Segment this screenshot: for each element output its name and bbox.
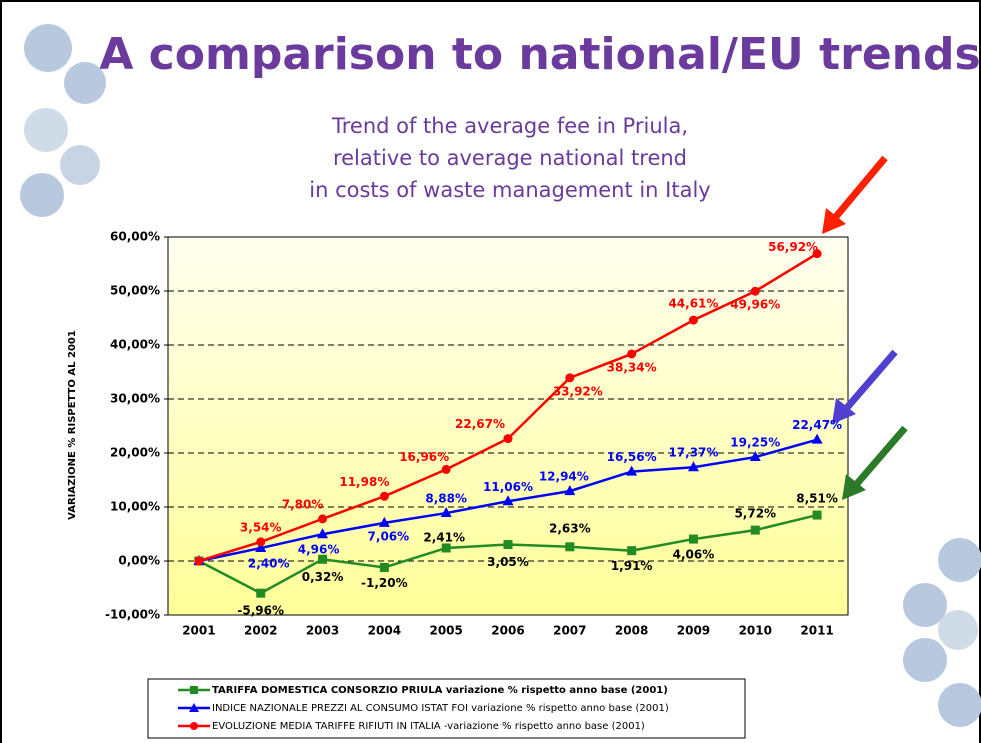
value-label: -1,20% [361, 576, 408, 590]
marker [194, 556, 204, 566]
value-label: -5,96% [237, 604, 284, 618]
value-label: 2,40% [248, 557, 290, 571]
marker [378, 516, 390, 527]
y-tick-label: 50,00% [110, 284, 160, 298]
marker [441, 543, 451, 553]
x-tick-label: 2007 [553, 624, 586, 638]
x-tick-label: 2011 [800, 624, 833, 638]
marker [379, 491, 389, 501]
marker [687, 461, 699, 472]
marker [688, 534, 698, 544]
x-tick-label: 2009 [677, 624, 710, 638]
marker [750, 286, 760, 296]
value-label: 11,06% [483, 480, 533, 494]
marker [749, 451, 761, 462]
marker [318, 514, 328, 524]
marker [627, 349, 637, 359]
decor-circles [20, 24, 981, 727]
value-label: 0,32% [302, 570, 344, 584]
legend-marker [190, 686, 198, 694]
x-tick-label: 2001 [182, 624, 215, 638]
value-label: 2,63% [549, 521, 591, 535]
legend-label: EVOLUZIONE MEDIA TARIFFE RIFIUTI IN ITAL… [212, 721, 645, 732]
value-label: 16,56% [607, 450, 657, 464]
x-tick-label: 2008 [615, 624, 648, 638]
x-tick-label: 2004 [368, 624, 401, 638]
y-tick-label: 0,00% [118, 554, 160, 568]
marker [256, 537, 266, 547]
title: A comparison to national/EU trends [99, 29, 980, 80]
y-tick-label: 20,00% [110, 446, 160, 460]
marker [441, 464, 451, 474]
legend-marker [189, 703, 199, 712]
value-label: 22,67% [455, 417, 505, 431]
value-label: 22,47% [792, 418, 842, 432]
value-label: 12,94% [539, 470, 589, 484]
value-label: 4,06% [673, 548, 715, 562]
y-tick-label: -10,00% [105, 608, 160, 622]
marker [565, 373, 575, 383]
value-label: 11,98% [339, 475, 389, 489]
subtitle: Trend of the average fee in Priula, [331, 114, 688, 138]
value-label: 2,41% [423, 530, 465, 544]
value-label: 8,51% [796, 492, 838, 506]
value-label: 4,96% [298, 543, 340, 557]
marker [564, 485, 576, 496]
marker [565, 542, 575, 552]
value-label: 38,34% [607, 360, 657, 374]
value-label: 56,92% [768, 240, 818, 254]
value-label: 8,88% [425, 492, 467, 506]
marker [626, 465, 638, 476]
value-label: 33,92% [553, 384, 603, 398]
legend-label: TARIFFA DOMESTICA CONSORZIO PRIULA varia… [212, 685, 668, 696]
x-tick-label: 2005 [429, 624, 462, 638]
x-tick-label: 2002 [244, 624, 277, 638]
y-tick-label: 30,00% [110, 392, 160, 406]
value-label: 16,96% [399, 450, 449, 464]
x-tick-label: 2003 [306, 624, 339, 638]
y-tick-label: 60,00% [110, 230, 160, 244]
value-label: 7,06% [368, 529, 410, 543]
marker [503, 540, 513, 550]
value-label: 5,72% [734, 507, 776, 521]
marker [440, 507, 452, 518]
y-tick-label: 40,00% [110, 338, 160, 352]
value-label: 1,91% [611, 559, 653, 573]
marker [317, 528, 329, 539]
marker [502, 495, 514, 506]
marker [812, 249, 822, 259]
marker [688, 315, 698, 325]
marker [627, 546, 637, 556]
marker [503, 434, 513, 444]
value-label: 3,05% [487, 555, 529, 569]
legend-label: INDICE NAZIONALE PREZZI AL CONSUMO ISTAT… [212, 703, 669, 714]
x-tick-label: 2006 [491, 624, 524, 638]
subtitle: in costs of waste management in Italy [309, 178, 710, 202]
subtitle: relative to average national trend [333, 146, 687, 170]
value-label: 49,96% [730, 298, 780, 312]
value-label: 7,80% [282, 497, 324, 511]
marker [379, 562, 389, 572]
marker [256, 588, 266, 598]
marker [812, 510, 822, 520]
marker [255, 542, 267, 553]
legend [147, 678, 746, 739]
arrows [822, 155, 908, 500]
value-label: 19,25% [730, 436, 780, 450]
x-tick-label: 2010 [739, 624, 772, 638]
value-label: 3,54% [240, 520, 282, 534]
marker [750, 525, 760, 535]
marker [318, 554, 328, 564]
legend-marker [190, 722, 198, 730]
value-label: 17,37% [668, 446, 718, 460]
y-tick-label: 10,00% [110, 500, 160, 514]
y-axis-title: VARIAZIONE % RISPETTO AL 2001 [67, 330, 78, 520]
value-label: 44,61% [668, 297, 718, 311]
marker [811, 433, 823, 444]
